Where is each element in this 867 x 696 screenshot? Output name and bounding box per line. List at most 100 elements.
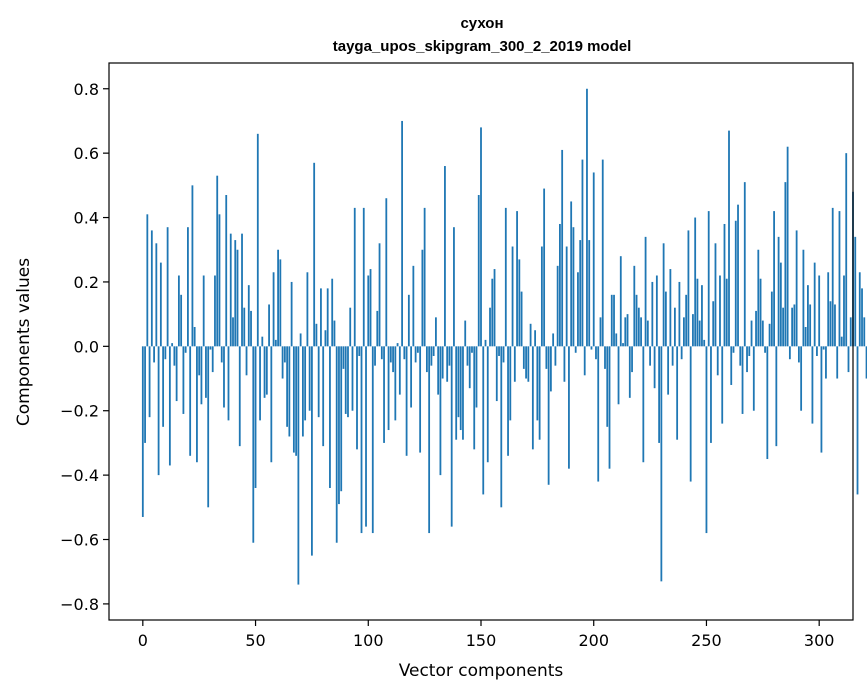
bar [834,304,836,347]
bar [662,243,665,347]
y-axis-ticks: −0.8 −0.6 −0.4 −0.2 0.0 0.2 0.4 0.6 0.8 [60,80,109,614]
bars-group [141,88,867,585]
bar [243,307,246,347]
bar [286,346,289,427]
bar [599,317,602,347]
bar [378,243,381,347]
bar [270,346,273,463]
y-tick-label: 0.4 [74,209,99,228]
bar [522,346,525,369]
bar [705,346,708,534]
bar [822,346,825,350]
bar [534,330,537,347]
bar [356,346,358,450]
bar [861,288,863,347]
bar [858,272,861,347]
bar [552,333,555,347]
bar [721,346,724,424]
bar [653,346,656,389]
bar [527,346,530,382]
bar [786,146,789,347]
bar [692,314,694,347]
bar [187,227,189,347]
bar [184,346,187,353]
bar [196,346,198,463]
bar [581,159,584,347]
bar [626,314,629,347]
bar [432,346,435,356]
bar [141,346,144,517]
bar [752,346,755,411]
bar [232,317,234,347]
bar [297,346,300,585]
bar [516,211,518,347]
bar [719,275,721,347]
bar [484,339,487,347]
bar [782,307,785,347]
bar [583,346,586,376]
bar [755,310,757,347]
bar [362,207,365,347]
bar [775,346,778,447]
bar [561,149,564,347]
bar [416,346,419,353]
bar [568,346,570,469]
bar [540,246,543,347]
bar [592,172,595,347]
bar [153,346,155,363]
bar [211,346,214,373]
bar [646,320,649,347]
bar [403,346,406,360]
chart-subtitle: tayga_upos_skipgram_300_2_2019 model [333,38,632,55]
bar [414,346,417,363]
bar [800,346,803,411]
bar [177,275,180,347]
bar [380,346,383,360]
plot-frame [108,62,854,621]
bar [770,291,773,347]
bar [489,307,491,347]
bar [205,346,207,398]
bar [689,346,692,482]
bar [676,346,679,440]
bar [281,346,284,379]
bar [453,227,455,347]
bar [268,304,270,347]
bar [477,195,480,347]
bar [631,346,633,373]
bar [502,346,505,363]
bar [168,346,171,466]
bar [637,307,640,347]
x-tick-label: 250 [691,631,722,650]
bar [353,207,356,347]
bar [743,182,746,347]
x-axis-ticks: 0 50 100 150 200 250 300 [138,620,834,650]
bar [462,346,464,440]
bar [295,346,298,456]
bar [635,294,638,347]
bar [304,346,307,421]
bar [673,307,676,347]
bar [667,346,670,395]
bar [166,227,169,347]
bar [236,249,239,347]
bar [376,310,379,347]
y-tick-label: −0.8 [60,595,99,614]
bar [441,346,444,379]
bar [590,346,593,350]
bar [836,346,839,379]
bar [189,346,192,456]
y-tick-label: −0.4 [60,466,99,485]
bar [491,278,494,347]
bar [525,346,527,379]
bar [671,346,674,366]
bar [509,346,512,421]
bar [385,198,388,347]
bar [710,346,712,443]
bar [563,346,566,382]
bar [306,272,309,347]
bar [865,346,867,379]
bar [150,230,153,347]
bar [430,346,433,366]
